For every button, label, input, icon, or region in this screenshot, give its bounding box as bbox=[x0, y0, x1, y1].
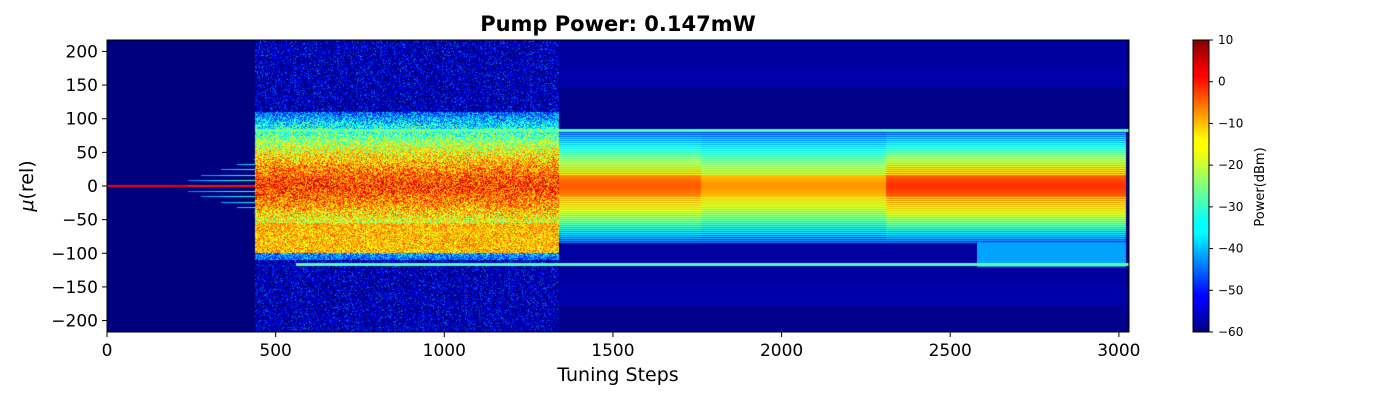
colorbar-tick-label: 10 bbox=[1218, 33, 1233, 47]
x-axis-label: Tuning Steps bbox=[556, 364, 678, 386]
colorbar-tick-label: −10 bbox=[1218, 116, 1243, 130]
x-tick-label: 1500 bbox=[591, 341, 634, 361]
y-axis-label-symbol: μ bbox=[16, 200, 38, 213]
colorbar-tick-label: −30 bbox=[1218, 200, 1243, 214]
chart-title: Pump Power: 0.147mW bbox=[480, 12, 756, 36]
colorbar-tick-label: −40 bbox=[1218, 242, 1243, 256]
heatmap-canvas-wrapper bbox=[107, 40, 1129, 332]
y-tick-label: −100 bbox=[51, 244, 98, 264]
x-tick-label: 3000 bbox=[1097, 341, 1140, 361]
x-tick-label: 2500 bbox=[929, 341, 972, 361]
x-axis-ticks: 0 500 1000 1500 2000 2500 3000 bbox=[102, 332, 1141, 361]
y-tick-label: −150 bbox=[51, 278, 98, 298]
heatmap-image bbox=[107, 40, 1129, 332]
y-tick-label: 200 bbox=[66, 42, 98, 62]
y-tick-label: 100 bbox=[66, 110, 98, 130]
colorbar bbox=[1192, 39, 1210, 333]
y-tick-label: 50 bbox=[76, 143, 98, 163]
y-tick-label: 0 bbox=[87, 177, 98, 197]
x-tick-label: 2000 bbox=[760, 341, 803, 361]
y-tick-label: 150 bbox=[66, 76, 98, 96]
colorbar-tick-label: −50 bbox=[1218, 283, 1243, 297]
y-tick-label: −200 bbox=[51, 312, 98, 332]
y-axis-label: μ(rel) bbox=[16, 160, 38, 212]
x-tick-label: 1000 bbox=[423, 341, 466, 361]
y-axis-ticks: 200 150 100 50 0 −50 −100 −150 −200 bbox=[51, 42, 107, 332]
colorbar-tick-label: −60 bbox=[1218, 325, 1243, 339]
colorbar-ticks: 10 0 −10 −20 −30 −40 −50 −60 bbox=[1209, 33, 1243, 339]
y-axis-label-unit: (rel) bbox=[16, 160, 38, 199]
x-tick-label: 500 bbox=[259, 341, 291, 361]
colorbar-tick-label: 0 bbox=[1218, 75, 1226, 89]
y-tick-label: −50 bbox=[62, 211, 98, 231]
x-tick-label: 0 bbox=[102, 341, 113, 361]
colorbar-label: Power(dBm) bbox=[1253, 147, 1268, 226]
colorbar-tick-label: −20 bbox=[1218, 158, 1243, 172]
